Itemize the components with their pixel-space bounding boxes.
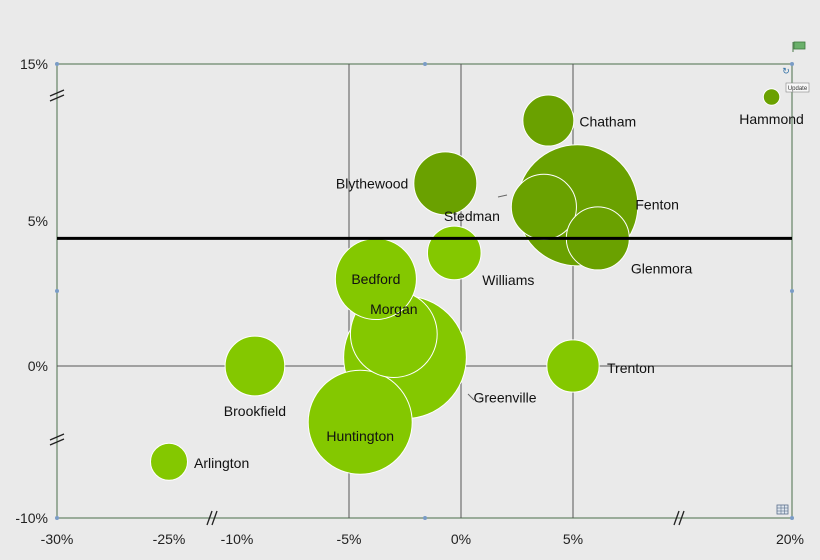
y-tick-label: 15% <box>20 56 48 72</box>
bubble-chatham <box>522 94 575 147</box>
leader-lines <box>467 194 508 401</box>
bubble-label-morgan: Morgan <box>370 301 417 317</box>
bubble-brookfield <box>224 335 286 397</box>
bubble-blythewood <box>413 151 478 216</box>
bubble-label-greenville: Greenville <box>473 389 536 405</box>
bubble-huntington <box>307 369 413 475</box>
bubble-label-fenton: Fenton <box>635 196 679 212</box>
bubble-stedman <box>510 173 577 240</box>
bubble-label-brookfield: Brookfield <box>224 403 286 419</box>
x-tick-label: -5% <box>337 531 362 547</box>
bubble-label-hammond: Hammond <box>739 111 804 127</box>
x-tick-label: -25% <box>153 531 186 547</box>
plot-area <box>56 63 793 519</box>
bubble-label-williams: Williams <box>482 272 534 288</box>
bubbles-layer <box>150 88 781 481</box>
svg-text:↻: ↻ <box>782 66 790 76</box>
table-icon[interactable] <box>776 504 789 515</box>
bubble-label-trenton: Trenton <box>607 360 655 376</box>
bubble-label-blythewood: Blythewood <box>336 175 408 191</box>
bubble-label-chatham: Chatham <box>579 114 636 130</box>
x-tick-label: 20% <box>776 531 804 547</box>
bubble-trenton <box>546 339 600 393</box>
flag-icon[interactable] <box>792 41 806 52</box>
y-tick-labels: 15% 5% 0% -10% <box>15 56 48 526</box>
x-break-right <box>673 510 685 526</box>
y-tick-label: -10% <box>15 510 48 526</box>
x-break-left <box>206 510 218 526</box>
frame-handles <box>55 62 794 520</box>
bubble-label-glenmora: Glenmora <box>631 260 693 276</box>
bubble-williams <box>426 225 482 281</box>
bubble-labels: Arlington Brookfield Huntington Greenville M… <box>194 111 804 471</box>
axis-break-marks <box>49 89 685 526</box>
y-tick-label: 5% <box>28 213 48 229</box>
y-break-lower <box>49 433 65 446</box>
update-button[interactable]: Update <box>785 82 810 93</box>
update-button-label: Update <box>788 86 808 92</box>
refresh-icon[interactable]: ↻ <box>782 66 790 76</box>
x-tick-label: 0% <box>451 531 471 547</box>
leader-greenville <box>467 393 475 401</box>
x-tick-label: -30% <box>41 531 74 547</box>
y-break-upper <box>49 89 65 102</box>
bubble-label-arlington: Arlington <box>194 455 249 471</box>
bubble-label-huntington: Huntington <box>326 428 394 444</box>
bubble-label-stedman: Stedman <box>444 208 500 224</box>
y-tick-label: 0% <box>28 358 48 374</box>
bubble-label-bedford: Bedford <box>351 271 400 287</box>
x-tick-labels: -30% -25% -10% -5% 0% 5% 20% <box>41 531 804 547</box>
x-tick-label: -10% <box>221 531 254 547</box>
bubble-arlington <box>150 442 188 481</box>
bubble-hammond <box>762 88 781 106</box>
x-tick-label: 5% <box>563 531 583 547</box>
leader-stedman <box>497 194 508 198</box>
